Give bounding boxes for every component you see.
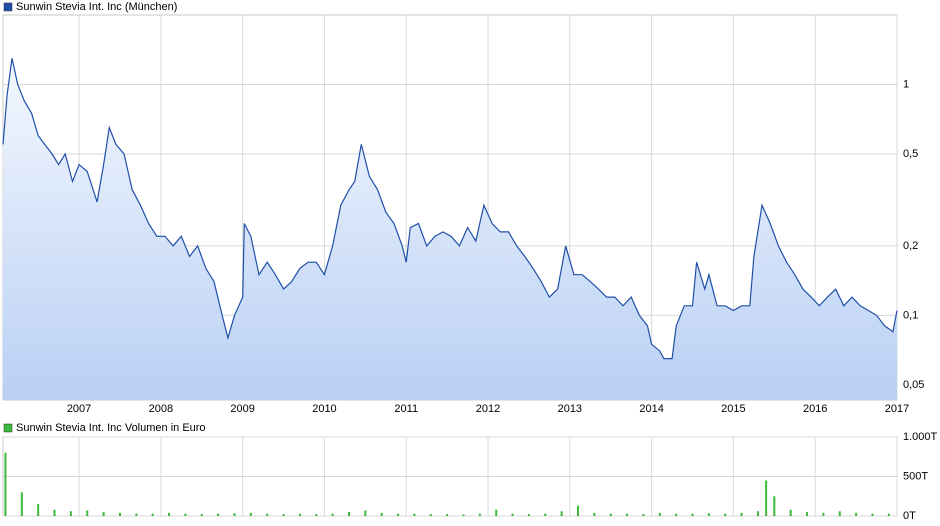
y-tick-label: 0,05	[903, 379, 924, 391]
x-tick-label: 2017	[885, 403, 909, 415]
volume-bar	[102, 512, 105, 516]
volume-bar	[544, 513, 547, 516]
volume-bar	[887, 513, 890, 516]
volume-bar	[773, 496, 776, 516]
legend-swatch	[3, 2, 13, 12]
volume-bar	[4, 452, 7, 516]
x-tick-label: 2014	[639, 403, 663, 415]
volume-bar	[282, 514, 285, 516]
volume-bar	[478, 513, 481, 516]
volume-bar	[168, 512, 171, 516]
volume-bar	[53, 509, 56, 516]
x-tick-label: 2013	[558, 403, 582, 415]
volume-bar	[675, 513, 678, 516]
x-tick-label: 2012	[476, 403, 500, 415]
volume-bar	[151, 513, 154, 516]
volume-bar	[217, 513, 220, 516]
volume-bar	[642, 514, 645, 516]
volume-bar	[298, 513, 301, 516]
volume-bar	[789, 509, 792, 516]
volume-bar	[380, 512, 383, 516]
volume-bar	[249, 512, 252, 516]
volume-bar	[200, 514, 203, 516]
y-tick-label: 0,2	[903, 240, 918, 252]
x-tick-label: 2007	[67, 403, 91, 415]
volume-bar	[691, 513, 694, 516]
y-tick-label: 1	[903, 78, 909, 90]
volume-bar	[347, 512, 350, 516]
y-tick-label: 0T	[903, 510, 916, 522]
volume-bar	[462, 514, 465, 516]
volume-bar	[397, 513, 400, 516]
volume-bar	[740, 512, 743, 516]
price-line	[2, 58, 898, 360]
chart-title: Sunwin Stevia Int. Inc (München)	[16, 1, 177, 13]
y-tick-label: 500T	[903, 470, 928, 482]
price-area	[3, 58, 897, 400]
volume-bar	[511, 513, 514, 516]
x-tick-label: 2010	[312, 403, 336, 415]
volume-bar	[20, 492, 23, 516]
y-tick-label: 0,5	[903, 148, 918, 160]
volume-bar	[331, 513, 334, 516]
x-tick-label: 2015	[721, 403, 745, 415]
chart-title: Sunwin Stevia Int. Inc Volumen in Euro	[16, 422, 206, 434]
volume-bar	[69, 511, 72, 516]
volume-bar	[86, 510, 89, 516]
x-tick-label: 2016	[803, 403, 827, 415]
volume-bar	[724, 513, 727, 516]
volume-bar	[756, 511, 759, 516]
legend-swatch	[3, 423, 13, 433]
volume-bar	[560, 511, 563, 516]
y-tick-label: 1.000T	[903, 431, 938, 443]
x-tick-label: 2009	[230, 403, 254, 415]
volume-bar	[609, 513, 612, 516]
volume-bar	[707, 513, 710, 516]
volume-bar	[527, 514, 530, 516]
x-tick-label: 2011	[394, 403, 418, 415]
volume-bar	[429, 514, 432, 516]
volume-bar	[577, 505, 580, 516]
volume-bar	[135, 513, 138, 516]
volume-bar	[822, 512, 825, 516]
volume-bar	[446, 514, 449, 516]
volume-bar	[184, 513, 187, 516]
volume-bar	[855, 512, 858, 516]
volume-bar	[765, 480, 768, 516]
volume-bar	[806, 512, 809, 516]
volume-bar	[838, 511, 841, 516]
volume-bar	[118, 512, 121, 516]
y-tick-label: 0,1	[903, 309, 918, 321]
volume-bar	[871, 513, 874, 516]
volume-bar	[593, 512, 596, 516]
volume-bar	[315, 514, 318, 516]
volume-bar	[413, 513, 416, 516]
volume-bar	[626, 513, 629, 516]
volume-bar	[364, 510, 367, 516]
volume-bar	[495, 509, 498, 516]
volume-bar	[658, 512, 661, 516]
volume-bar	[233, 513, 236, 516]
volume-bar	[37, 504, 40, 516]
volume-bar	[266, 513, 269, 516]
x-tick-label: 2008	[149, 403, 173, 415]
